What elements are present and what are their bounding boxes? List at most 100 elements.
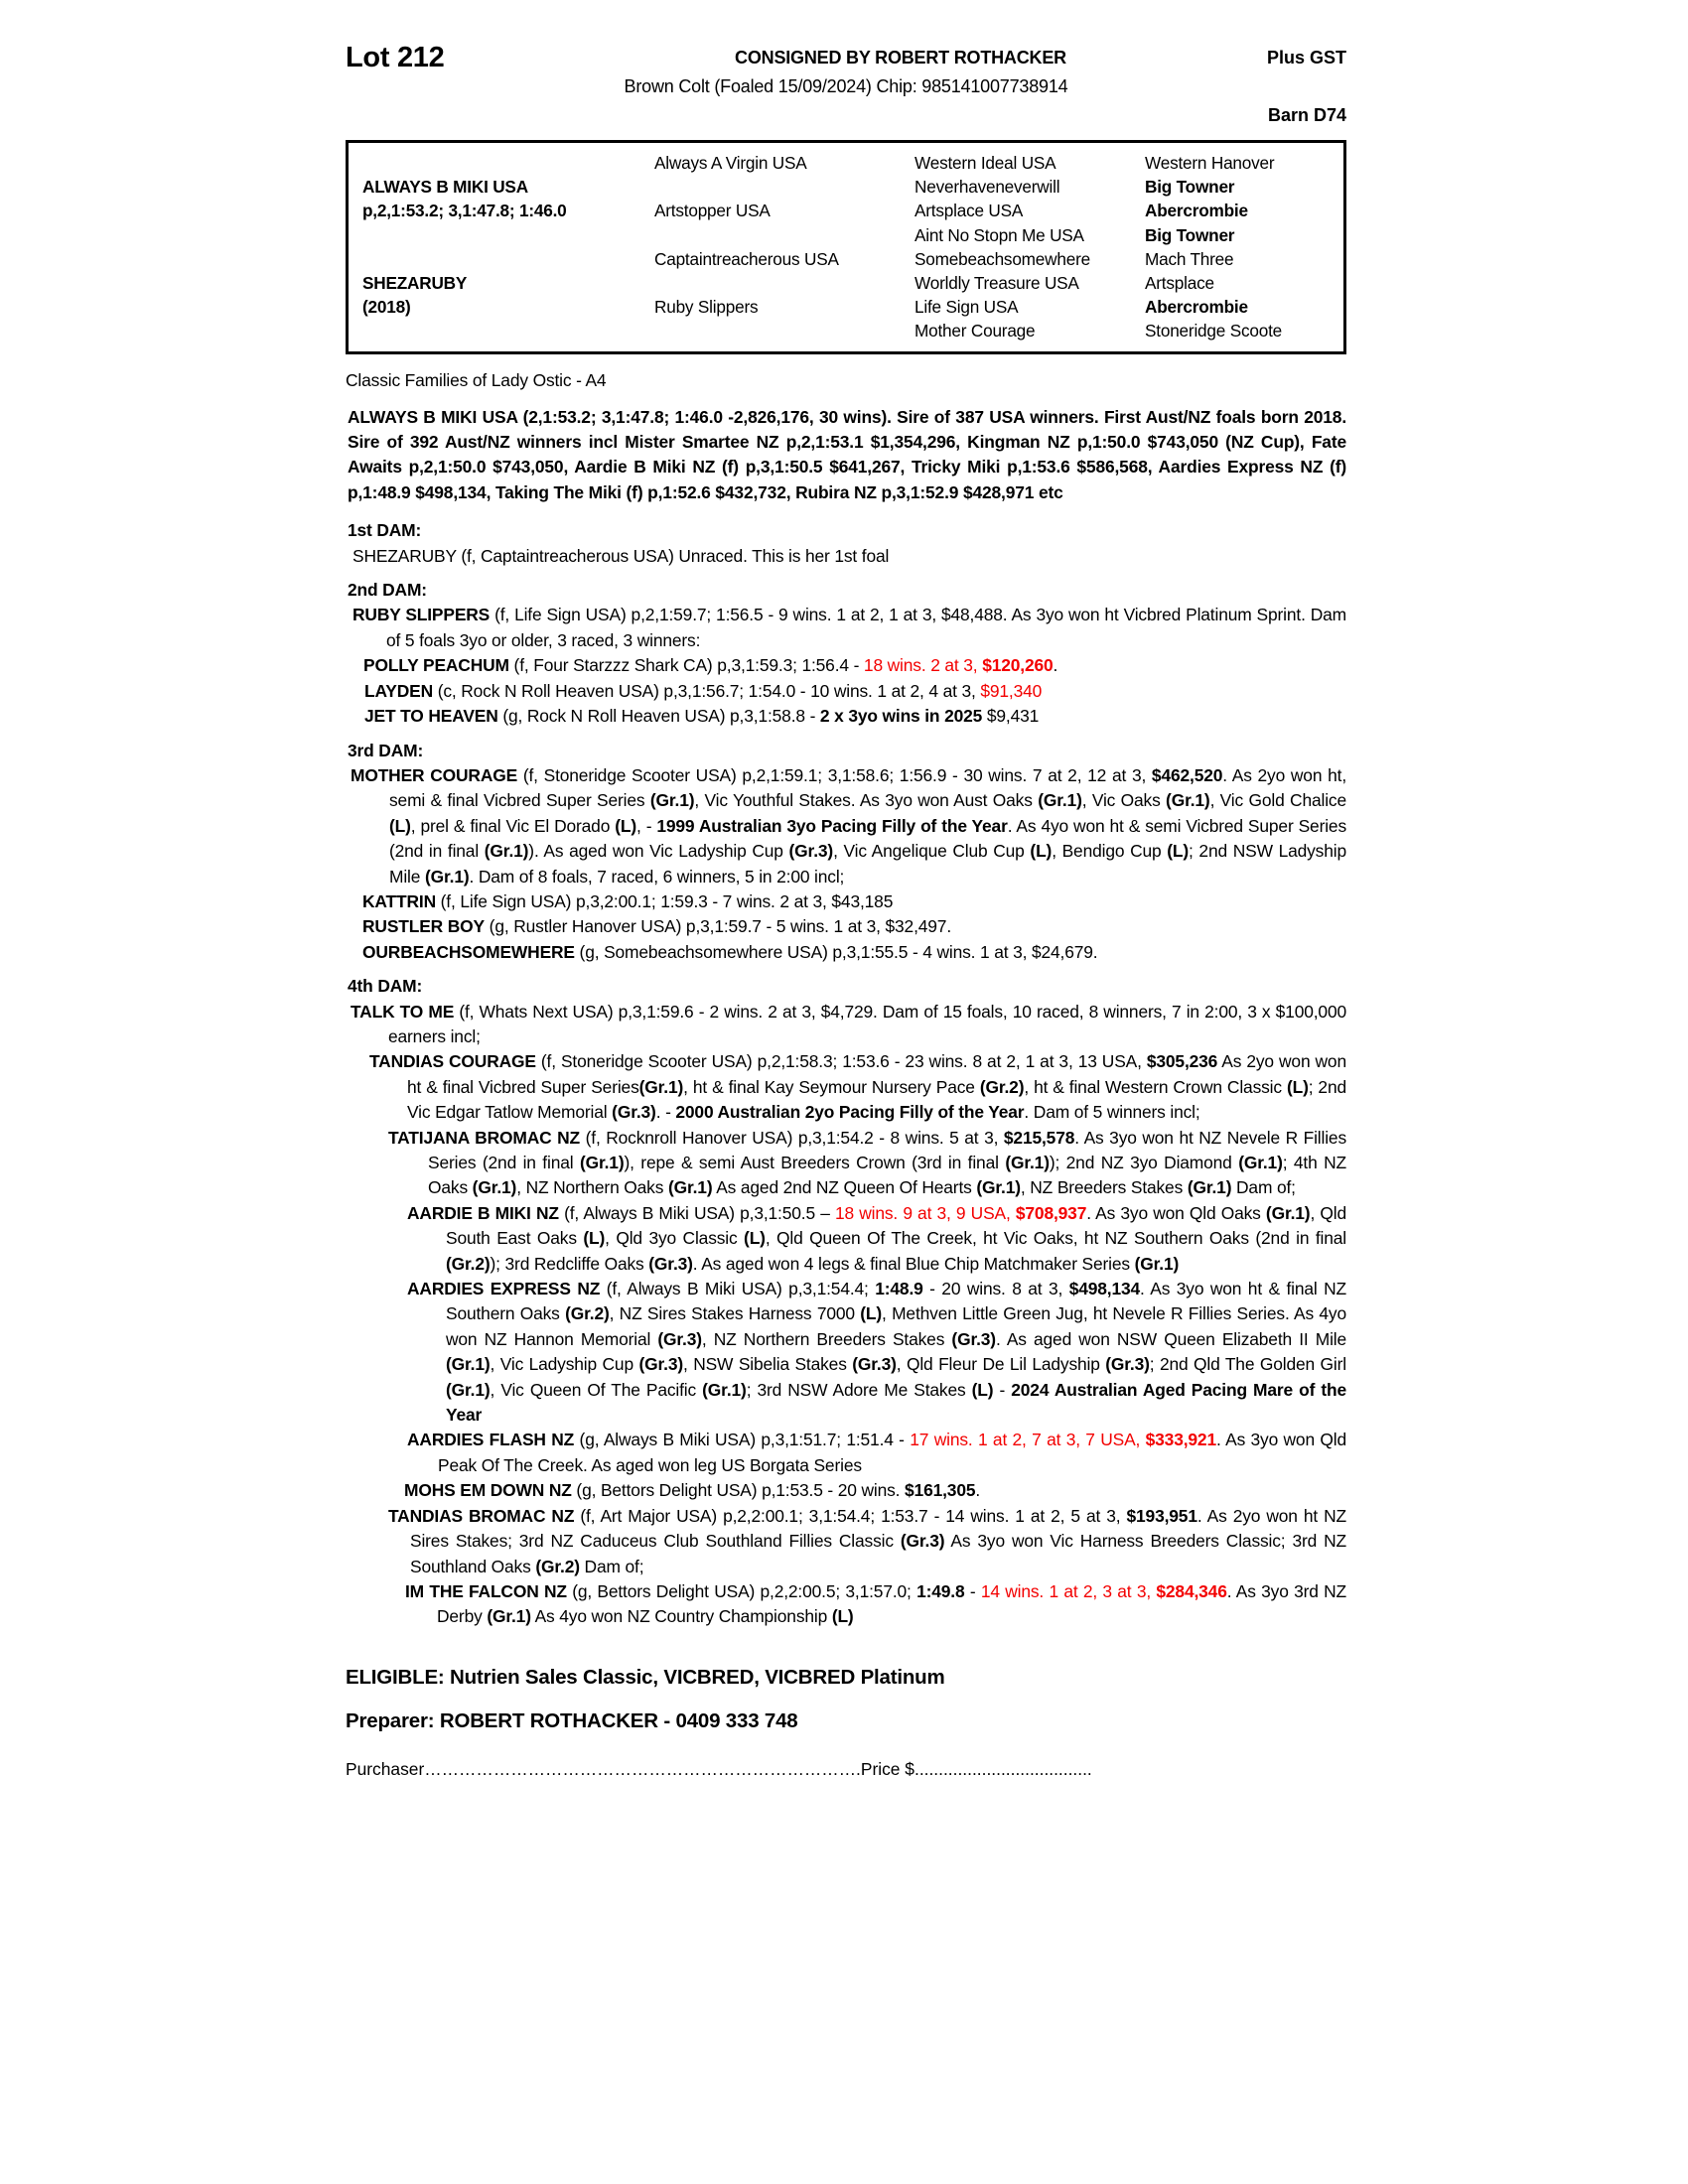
text-run: (Gr.3)	[900, 1531, 945, 1552]
text-run: TANDIAS COURAGE	[369, 1051, 536, 1072]
pedigree-cell: Ruby Slippers	[654, 297, 759, 318]
pedigree-cell	[654, 175, 914, 199]
entry-aardies-flash: AARDIES FLASH NZ (g, Always B Miki USA) …	[348, 1428, 1346, 1478]
text-run: , Vic Queen Of The Pacific	[490, 1379, 703, 1400]
entry-aardies-express: AARDIES EXPRESS NZ (f, Always B Miki USA…	[348, 1277, 1346, 1428]
pedigree-text-sections: ALWAYS B MIKI USA (2,1:53.2; 3,1:47.8; 1…	[346, 405, 1346, 1630]
pedigree-row: p,2,1:53.2; 3,1:47.8; 1:46.0 Artstopper U…	[362, 199, 1343, 222]
entry-layden: LAYDEN (c, Rock N Roll Heaven USA) p,3,1…	[348, 679, 1346, 704]
text-run: , prel & final Vic El Dorado	[410, 815, 616, 836]
text-run: Dam of;	[579, 1556, 644, 1576]
text-run: 2 x 3yo wins in 2025	[819, 706, 983, 727]
pedigree-cell: Always A Virgin USA	[654, 153, 807, 173]
entry-im-the-falcon: IM THE FALCON NZ (g, Bettors Delight USA…	[348, 1579, 1346, 1630]
text-run: . As 3yo won ht & final NZ Southern Oaks	[446, 1279, 1347, 1324]
text-run: AARDIES EXPRESS NZ	[407, 1279, 601, 1299]
entry-jet-to-heaven: JET TO HEAVEN (g, Rock N Roll Heaven USA…	[348, 704, 1346, 729]
pedigree-cell: Western Ideal USA	[914, 153, 1056, 173]
text-run: (Gr.3)	[1105, 1354, 1150, 1375]
text-run: (Gr.3)	[951, 1328, 996, 1349]
horse-description: Brown Colt (Foaled 15/09/2024) Chip: 985…	[624, 76, 1068, 96]
dam-heading: 4th DAM:	[348, 976, 423, 997]
text-run: TALK TO ME	[351, 1001, 455, 1022]
text-run: 17 wins. 1 at 2, 7 at 3, 7 USA,	[910, 1430, 1146, 1450]
barn-number: Barn D74	[1267, 105, 1346, 125]
pedigree-cell: Western Hanover	[1145, 153, 1275, 173]
lot-number: Lot 212	[346, 42, 445, 73]
text-run: As 4yo won NZ Country Championship	[530, 1606, 832, 1627]
pedigree-cell: Life Sign USA	[914, 297, 1019, 318]
text-run: , Bendigo Cup	[1052, 841, 1168, 862]
text-run: (g, Rustler Hanover USA) p,3,1:59.7 - 5 …	[485, 916, 952, 937]
text-run: (Gr.1)	[1134, 1253, 1180, 1274]
text-run: , Methven Little Green Jug, ht Nevele R …	[446, 1303, 1346, 1349]
entry-ourbeachsomewhere: OURBEACHSOMEWHERE (g, Somebeachsomewhere…	[348, 940, 1346, 965]
text-run: (Gr.3)	[638, 1354, 684, 1375]
text-run: (Gr.1)	[1038, 790, 1082, 811]
text-run: . -	[655, 1102, 676, 1123]
pedigree-cell	[654, 319, 914, 342]
text-run: (Gr.1)	[1166, 790, 1210, 811]
preparer-line: Preparer: ROBERT ROTHACKER - 0409 333 74…	[346, 1708, 798, 1732]
entry-tandias-bromac: TANDIAS BROMAC NZ (f, Art Major USA) p,2…	[348, 1504, 1346, 1579]
text-run: ; 2nd NSW Ladyship Mile	[389, 841, 1346, 887]
pedigree-cell: Artstopper USA	[654, 201, 771, 221]
text-run: (Gr.3)	[657, 1328, 702, 1349]
text-run: (Gr.1)	[579, 1153, 625, 1172]
text-run: , Qld Fleur De Lil Ladyship	[896, 1354, 1106, 1375]
text-run: 18 wins. 2 at 3,	[863, 655, 983, 676]
pedigree-cell: Mother Courage	[914, 321, 1036, 341]
dam-heading: 3rd DAM:	[348, 740, 424, 760]
pedigree-cell: SHEZARUBY	[362, 273, 468, 294]
entry-rustler-boy: RUSTLER BOY (g, Rustler Hanover USA) p,3…	[348, 914, 1346, 939]
text-run: - 20 wins. 8 at 3,	[922, 1279, 1069, 1299]
text-run: $9,431	[982, 706, 1040, 727]
text-run: . As 2yo won ht NZ Sires Stakes; 3rd NZ …	[410, 1505, 1346, 1552]
text-run: , NZ Breeders Stakes	[1020, 1177, 1188, 1198]
entry-ruby-slippers: RUBY SLIPPERS (f, Life Sign USA) p,2,1:5…	[348, 603, 1346, 653]
pedigree-row: Captaintreacherous USA Somebeachsomewhere…	[362, 247, 1343, 271]
text-run: . Dam of 5 winners incl;	[1024, 1102, 1200, 1123]
pedigree-cell	[362, 151, 654, 175]
text-run: OURBEACHSOMEWHERE	[362, 941, 575, 962]
text-run: , ht & final Kay Seymour Nursery Pace	[683, 1076, 980, 1097]
text-run: . As 2yo won ht, semi & final Vicbred Su…	[389, 764, 1346, 811]
text-run: (f, Life Sign USA) p,3,2:00.1; 1:59.3 - …	[435, 890, 894, 911]
text-run: . As 3yo won Qld Oaks	[1086, 1202, 1266, 1223]
entry-talk-to-me: TALK TO ME (f, Whats Next USA) p,3,1:59.…	[348, 1000, 1346, 1050]
text-run: (Gr.2)	[446, 1253, 491, 1274]
text-run: (Gr.2)	[565, 1303, 610, 1324]
text-run: , Vic Youthful Stakes. As 3yo won Aust O…	[694, 790, 1039, 811]
text-run: (L)	[583, 1228, 606, 1249]
text-run: AARDIES FLASH NZ	[407, 1430, 575, 1450]
text-run: -	[993, 1379, 1012, 1400]
text-run: (f, Always B Miki USA) p,3,1:54.4;	[600, 1279, 876, 1299]
text-run: As 3yo won Vic Harness Breeders Classic;…	[410, 1531, 1346, 1576]
pedigree-cell: Neverhaveneverwill	[914, 177, 1060, 198]
entry-tandias-courage: TANDIAS COURAGE (f, Stoneridge Scooter U…	[348, 1049, 1346, 1125]
pedigree-row: ALWAYS B MIKI USA Neverhaveneverwill Big T…	[362, 175, 1343, 199]
text-run: $161,305	[905, 1480, 976, 1501]
text-run: , NZ Northern Breeders Stakes	[701, 1328, 952, 1349]
pedigree-row: Mother Courage Stoneridge Scoote	[362, 319, 1343, 342]
text-run: (Gr.1)	[1005, 1153, 1050, 1172]
text-run: (Gr.1)	[446, 1354, 491, 1375]
pedigree-row: Always A Virgin USA Western Ideal USA West…	[362, 151, 1343, 175]
text-run: (Gr.1)	[472, 1177, 517, 1198]
pedigree-cell: ALWAYS B MIKI USA	[362, 177, 528, 198]
text-run: LAYDEN	[364, 680, 434, 701]
text-run: (Gr.3)	[788, 841, 834, 862]
text-run: SHEZARUBY (f, Captaintreacherous USA) Un…	[352, 545, 890, 566]
text-run: $215,578	[1003, 1127, 1075, 1148]
text-run: ), repe & semi Aust Breeders Crown (3rd …	[624, 1153, 1006, 1172]
sire-paragraph: ALWAYS B MIKI USA (2,1:53.2; 3,1:47.8; 1…	[348, 405, 1346, 506]
pedigree-cell: Mach Three	[1145, 248, 1234, 269]
pedigree-cell: Abercrombie	[1145, 201, 1248, 221]
entry-kattrin: KATTRIN (f, Life Sign USA) p,3,2:00.1; 1…	[348, 889, 1346, 914]
text-run: (g, Bettors Delight USA) p,1:53.5 - 20 w…	[571, 1480, 906, 1501]
text-run: . As 4yo won ht & semi Vicbred Super Ser…	[389, 815, 1346, 862]
text-run: .	[1053, 655, 1058, 676]
purchaser-price-line: Purchaser………………………………………………………………….Price…	[346, 1758, 1092, 1779]
text-run: MOTHER COURAGE	[351, 764, 518, 785]
text-run: 18 wins. 9 at 3, 9 USA,	[834, 1202, 1016, 1223]
